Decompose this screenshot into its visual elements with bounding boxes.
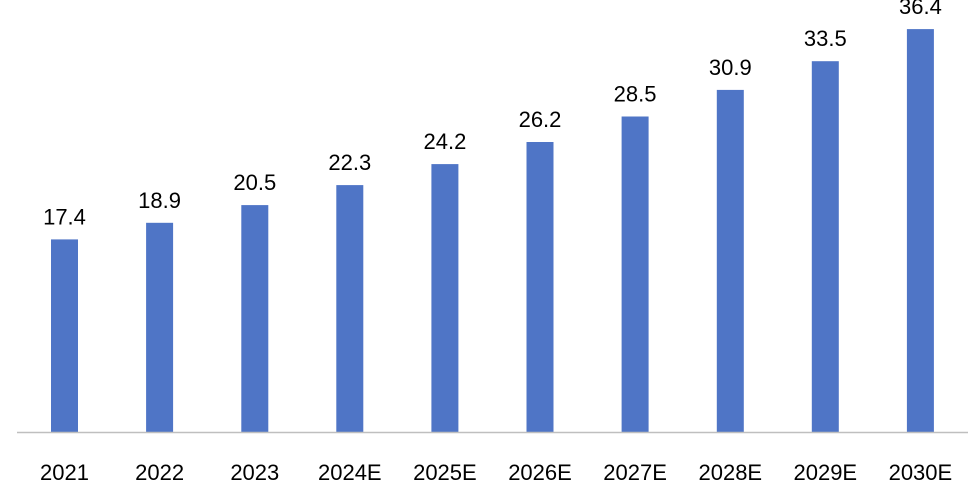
bar-2029E bbox=[811, 61, 839, 432]
category-labels-layer: 2021 2022 2023 2024E 2025E 2026E 2027E 2028E 202… bbox=[40, 460, 952, 485]
value-labels-layer: 17.4 18.9 20.5 22.3 24.2 26.2 28.5 30.9 33.5 36.4 bbox=[43, 0, 942, 229]
bar-2025E bbox=[431, 164, 459, 432]
bar-2028E bbox=[716, 89, 744, 433]
data-label-2024E: 22.3 bbox=[328, 150, 371, 175]
bar-2023 bbox=[241, 205, 269, 432]
bar-2021 bbox=[51, 239, 78, 432]
data-label-2026E: 26.2 bbox=[519, 107, 562, 132]
x-tick-label-2030E: 2030E bbox=[889, 460, 953, 485]
x-tick-label-2027E: 2027E bbox=[603, 460, 667, 485]
x-tick-label-2029E: 2029E bbox=[793, 460, 857, 485]
data-label-2022: 18.9 bbox=[138, 188, 181, 213]
bar-2024E bbox=[336, 185, 364, 432]
x-tick-label-2023: 2023 bbox=[230, 460, 279, 485]
x-tick-label-2024E: 2024E bbox=[318, 460, 382, 485]
x-tick-label-2022: 2022 bbox=[135, 460, 184, 485]
data-label-2023: 20.5 bbox=[233, 170, 276, 195]
bar-2026E bbox=[526, 142, 554, 432]
data-label-2027E: 28.5 bbox=[614, 82, 657, 107]
x-tick-label-2021: 2021 bbox=[40, 460, 89, 485]
bar-2022 bbox=[146, 222, 174, 432]
x-tick-label-2028E: 2028E bbox=[698, 460, 762, 485]
data-label-2030E: 36.4 bbox=[899, 0, 942, 19]
bar-2027E bbox=[621, 116, 649, 432]
bars-layer bbox=[51, 29, 934, 433]
data-label-2025E: 24.2 bbox=[423, 129, 466, 154]
x-tick-label-2026E: 2026E bbox=[508, 460, 572, 485]
x-tick-label-2025E: 2025E bbox=[413, 460, 477, 485]
data-label-2028E: 30.9 bbox=[709, 55, 752, 80]
bar-2030E bbox=[906, 29, 934, 432]
data-label-2021: 17.4 bbox=[43, 204, 86, 229]
data-label-2029E: 33.5 bbox=[804, 26, 847, 51]
